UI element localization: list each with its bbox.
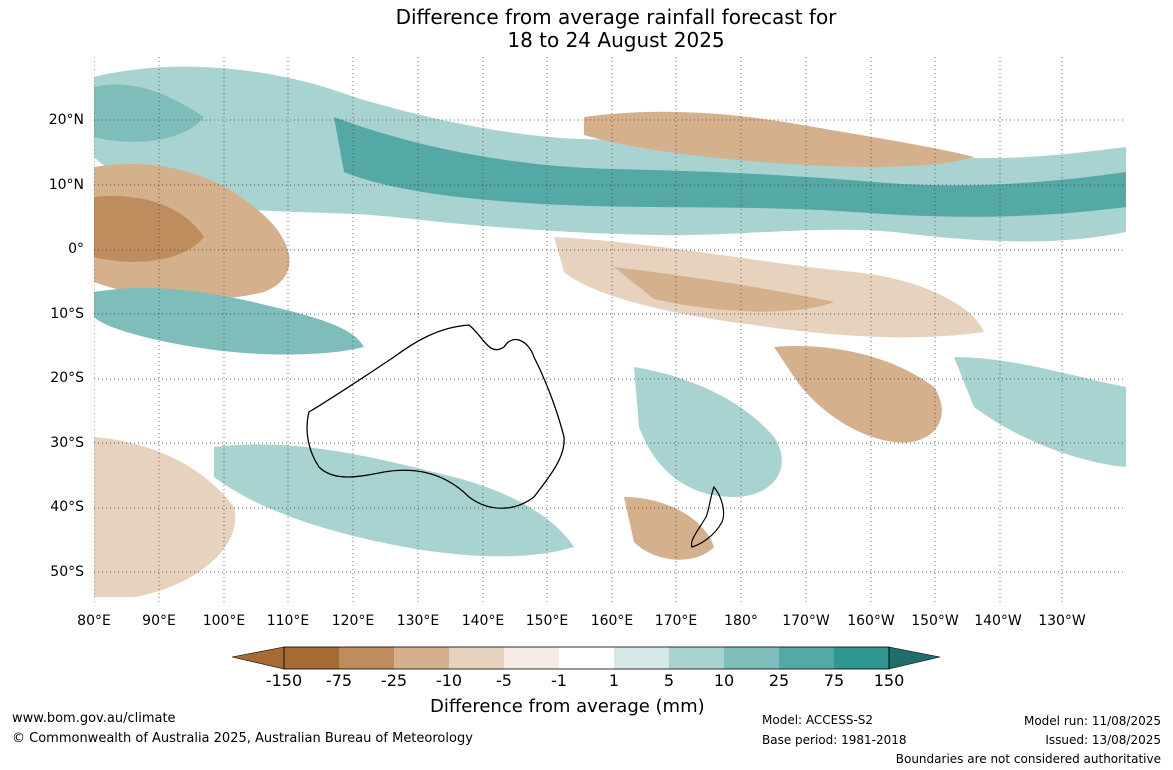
lon-label-150e: 150°E: [525, 613, 569, 629]
lon-label-80e: 80°E: [77, 613, 111, 629]
lon-label-120e: 120°E: [331, 613, 375, 629]
legend-swatch-extend-low: [232, 646, 285, 670]
legend-swatch-5: [504, 647, 559, 669]
brown-band-equatorial-core: [614, 267, 834, 312]
teal-band-indian-ocean: [94, 287, 364, 355]
footer-base-period: Base period: 1981-2018: [762, 733, 907, 747]
map-title-line2: 18 to 24 August 2025: [507, 28, 725, 52]
legend-swatch-4: [449, 647, 504, 669]
teal-area-south-pacific: [634, 367, 782, 497]
lon-label-140e: 140°E: [461, 613, 505, 629]
lon-label-90e: 90°E: [142, 613, 176, 629]
lon-label-130e: 130°E: [396, 613, 440, 629]
legend-swatch-10: [779, 647, 834, 669]
lat-label-50s: 50°S: [50, 564, 84, 580]
legend-swatch-extend-high: [888, 646, 941, 670]
legend-label: -1: [551, 671, 567, 690]
legend-label: -75: [325, 671, 353, 690]
lon-label-180: 180°: [724, 613, 758, 629]
legend-label: -150: [265, 671, 303, 690]
legend-label: -25: [380, 671, 408, 690]
lat-label-40s: 40°S: [50, 499, 84, 515]
brown-area-west-core: [94, 196, 204, 262]
legend-label: 10: [713, 671, 735, 690]
teal-area-far-east: [954, 357, 1126, 467]
lon-label-130w: 130°W: [1038, 613, 1086, 629]
legend-swatch-11: [834, 647, 889, 669]
lon-label-170e: 170°E: [654, 613, 698, 629]
lon-label-170w: 170°W: [782, 613, 830, 629]
legend-label: -5: [496, 671, 512, 690]
legend-label: 25: [768, 671, 790, 690]
map-title-line1: Difference from average rainfall forecas…: [395, 5, 837, 29]
lat-label-20n: 20°N: [48, 112, 84, 128]
lat-label-30s: 30°S: [50, 435, 84, 451]
legend-label: 5: [663, 671, 675, 690]
lon-label-150w: 150°W: [911, 613, 959, 629]
lat-label-10n: 10°N: [48, 177, 84, 193]
teal-blob-nw: [94, 84, 204, 142]
brown-band-north-pacific: [584, 111, 974, 167]
footer-url: www.bom.gov.au/climate: [12, 711, 176, 726]
lat-label-20s: 20°S: [50, 370, 84, 386]
legend-label: -10: [435, 671, 463, 690]
teal-band-southern-ocean: [214, 444, 574, 557]
brown-area-southwest: [94, 437, 236, 597]
lon-label-160e: 160°E: [590, 613, 634, 629]
teal-band-north-core: [334, 117, 1126, 217]
legend-colorbar: [232, 646, 941, 670]
legend-swatch-2: [339, 647, 394, 669]
legend-swatch-7: [614, 647, 669, 669]
legend-label: 1: [608, 671, 620, 690]
lon-label-100e: 100°E: [202, 613, 246, 629]
map-canvas: [94, 57, 1126, 605]
legend-swatch-3: [394, 647, 449, 669]
australia-coastline: [306, 324, 565, 509]
lat-label-0: 0°: [68, 241, 84, 257]
lon-label-110e: 110°E: [266, 613, 310, 629]
footer-model: Model: ACCESS-S2: [762, 713, 874, 727]
legend-swatch-9: [724, 647, 779, 669]
footer-copyright: © Commonwealth of Australia 2025, Austra…: [12, 731, 473, 746]
legend-swatch-6: [559, 647, 614, 669]
brown-band-equatorial: [554, 237, 984, 338]
legend-swatch-8: [669, 647, 724, 669]
rainfall-difference-map: [94, 57, 1126, 605]
footer-model-run: Model run: 11/08/2025: [1023, 714, 1161, 728]
legend-swatch-1: [284, 647, 339, 669]
new-zealand-coastline: [690, 485, 725, 548]
legend-label: 150: [873, 671, 905, 690]
legend-label: 75: [823, 671, 845, 690]
graticule: [94, 57, 1126, 605]
footer-disclaimer: Boundaries are not considered authoritat…: [895, 752, 1161, 766]
lon-label-160w: 160°W: [847, 613, 895, 629]
lat-label-10s: 10°S: [50, 306, 84, 322]
lon-label-140w: 140°W: [974, 613, 1022, 629]
footer-issued: Issued: 13/08/2025: [1045, 733, 1161, 747]
legend-title: Difference from average (mm): [430, 696, 705, 717]
brown-area-south-pacific: [774, 346, 942, 443]
